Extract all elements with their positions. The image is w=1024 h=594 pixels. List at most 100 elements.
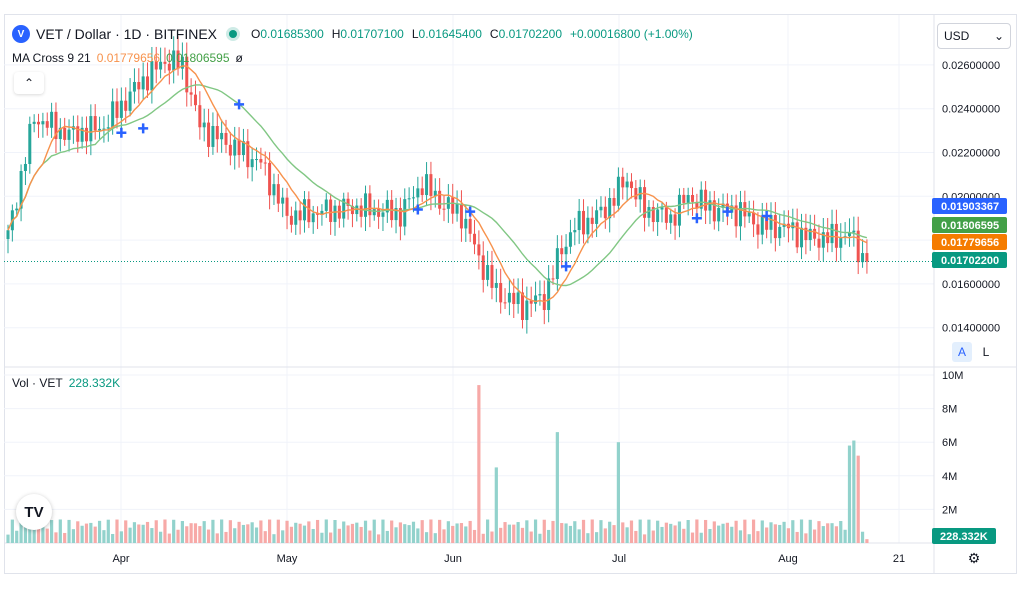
candle-body — [656, 209, 660, 223]
candle-body — [494, 282, 498, 288]
volume-bar — [71, 529, 75, 543]
candle-body — [547, 278, 551, 311]
volume-badge-bg — [932, 528, 996, 544]
candle-body — [560, 248, 564, 255]
volume-bar — [734, 520, 738, 543]
symbol-title[interactable]: VET / Dollar · 1D · BITFINEX — [36, 26, 217, 42]
candle-body — [695, 201, 699, 209]
tradingview-logo[interactable]: TV — [16, 494, 52, 530]
volume-bar — [730, 526, 734, 543]
volume-bar — [333, 520, 337, 543]
auto-scale-button[interactable]: A — [952, 342, 972, 362]
volume-tick-label: 10M — [942, 370, 963, 382]
volume-bar — [773, 524, 777, 543]
candle-body — [137, 81, 141, 90]
candle-body — [276, 184, 280, 204]
volume-bar — [638, 519, 642, 543]
volume-bar — [520, 527, 525, 543]
candle-body — [377, 208, 381, 217]
volume-bar — [629, 520, 634, 543]
volume-bar — [106, 519, 110, 543]
volume-bar — [176, 529, 180, 543]
volume-legend[interactable]: Vol · VET 228.332K — [12, 376, 120, 390]
candle-body — [272, 184, 276, 196]
candle-body — [163, 61, 167, 64]
volume-bar — [826, 523, 830, 543]
volume-bar — [141, 524, 145, 543]
volume-bar — [472, 529, 477, 543]
ma-fast-value: 0.01779656 — [96, 51, 161, 65]
candle-body — [159, 61, 163, 70]
volume-bar — [760, 520, 764, 543]
candle-body — [699, 189, 703, 209]
volume-bar — [346, 525, 350, 543]
candle-body — [473, 233, 477, 245]
volume-bar — [743, 519, 747, 543]
volume-bar — [608, 521, 612, 543]
volume-bar — [58, 519, 62, 543]
volume-bar — [67, 519, 71, 543]
volume-tick-label: 2M — [942, 504, 957, 516]
volume-bar — [843, 529, 847, 543]
candle-body — [538, 294, 542, 296]
gear-icon[interactable]: ⚙ — [967, 549, 981, 566]
ma-value-badge: 0.01779656 — [932, 234, 1007, 250]
volume-bar — [656, 520, 660, 543]
collapse-legend-button[interactable]: ⌃ — [14, 72, 44, 94]
volume-bar — [494, 467, 498, 543]
volume-bar — [442, 529, 446, 543]
candle-body — [808, 228, 812, 241]
candle-body — [233, 139, 237, 156]
volume-bar — [93, 526, 97, 543]
volume-bar — [403, 524, 407, 543]
candle-body — [237, 139, 241, 156]
candle-body — [826, 232, 830, 244]
volume-bar — [281, 530, 285, 543]
log-scale-button[interactable]: L — [982, 345, 990, 359]
volume-bar — [747, 534, 751, 543]
volume-bar — [172, 519, 176, 543]
candle-body — [555, 248, 559, 280]
candle-body — [717, 207, 721, 222]
volume-bar — [76, 521, 80, 543]
ma-cross-legend[interactable]: MA Cross 9 21 0.01779656 0.01806595 ø — [12, 51, 243, 65]
volume-bar — [254, 527, 259, 543]
candle-body — [765, 215, 769, 230]
candle-body — [847, 232, 851, 237]
indicator-settings-icon[interactable]: ø — [235, 51, 243, 65]
volume-bar — [54, 532, 58, 543]
time-tick-label: May — [277, 553, 298, 565]
volume-bar — [198, 526, 202, 543]
candle-body — [224, 132, 228, 145]
candle-body — [804, 227, 808, 241]
volume-bar — [193, 523, 198, 543]
volume-bar — [738, 530, 743, 543]
candle-body — [285, 197, 289, 216]
volume-bar — [834, 526, 838, 543]
volume-bar — [778, 524, 782, 543]
candle-body — [281, 197, 285, 204]
currency-select[interactable]: USD ⌄ — [937, 23, 1011, 49]
volume-bar — [337, 528, 341, 543]
grid-lines — [4, 15, 934, 543]
volume-bar — [80, 525, 84, 543]
ohlc-close: C0.01702200 — [489, 27, 562, 41]
candle-body — [93, 116, 97, 131]
volume-bar — [398, 522, 402, 543]
volume-bar — [808, 519, 812, 543]
candle-body — [856, 230, 860, 263]
volume-bar — [228, 520, 232, 543]
volume-bar — [298, 523, 302, 543]
chevron-down-icon: ⌄ — [993, 29, 1004, 43]
volume-bar — [429, 519, 433, 543]
candle-body — [207, 122, 211, 147]
candle-body — [651, 207, 655, 223]
price-badge-text: 0.01779656 — [941, 237, 999, 249]
volume-bar — [856, 455, 860, 543]
candle-body — [403, 199, 407, 227]
candle-body — [464, 218, 468, 229]
candle-body — [760, 215, 764, 235]
candle-body — [821, 232, 825, 248]
candle-body — [616, 176, 620, 206]
